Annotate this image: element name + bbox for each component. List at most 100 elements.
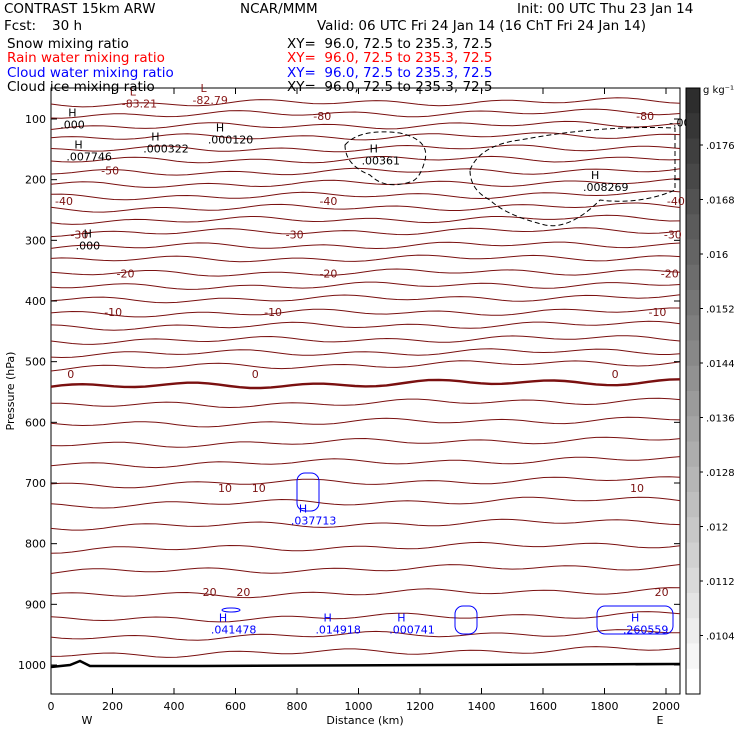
isotherm-line xyxy=(50,335,681,345)
extremum-value: .000741 xyxy=(389,624,435,637)
isotherm-line xyxy=(50,360,681,372)
colorbar-label: .0136 xyxy=(706,414,735,425)
colorbar-swatch xyxy=(686,214,700,240)
contour-value-label: -20 xyxy=(661,268,679,281)
y-tick-label: 1000 xyxy=(18,659,46,672)
extremum-kind: H xyxy=(323,612,331,625)
colorbar-label: .012 xyxy=(706,523,728,534)
contour-value-label: -50 xyxy=(101,165,119,178)
colorbar-unit: g kg⁻¹ xyxy=(703,85,734,96)
extremum-kind: L xyxy=(130,86,137,99)
isotherm-line xyxy=(50,518,681,531)
field-name-snow: Snow mixing ratio xyxy=(7,36,129,52)
colorbar-swatch xyxy=(686,466,700,493)
y-tick-label: 900 xyxy=(25,598,46,611)
x-axis: 0 200 400 600 800 1000 1200 1400 1600 1800 2000 xyxy=(48,88,680,713)
isotherm-line xyxy=(50,476,681,489)
y-tick-label: 200 xyxy=(25,174,46,187)
colorbar-swatch xyxy=(686,567,700,594)
extremum-value: -82.79 xyxy=(192,94,227,107)
extremum-value: .000 xyxy=(60,118,85,131)
y-tick-label: 500 xyxy=(25,356,46,369)
field-xy-rain: XY= 96.0, 72.5 to 235.3, 72.5 xyxy=(287,50,493,66)
isotherm-line xyxy=(50,416,681,428)
x-tick-label: 1000 xyxy=(345,700,373,713)
contour-value-label: -10 xyxy=(648,306,666,319)
extremum-kind: H xyxy=(299,502,307,515)
valid-time: Valid: 06 UTC Fri 24 Jan 14 (16 ChT Fri … xyxy=(317,18,646,34)
extremum-value: .041478 xyxy=(211,624,257,637)
fcst-value: 30 h xyxy=(52,18,83,34)
contour-value-label: -10 xyxy=(104,306,122,319)
isotherm-line xyxy=(50,496,681,509)
colorbar-label: .0152 xyxy=(706,305,735,316)
extremum-kind: L xyxy=(200,82,207,95)
cloud-water-outline xyxy=(454,605,478,635)
colorbar-swatch xyxy=(686,618,700,644)
isotherm-line xyxy=(50,178,681,188)
model-title: CONTRAST 15km ARW xyxy=(4,1,156,17)
contour-value-label: -20 xyxy=(319,268,337,281)
x-tick-label: 1200 xyxy=(406,700,434,713)
isotherm-line xyxy=(50,120,681,130)
contour-value-label: -80 xyxy=(636,110,654,123)
contour-value-label: -20 xyxy=(117,268,135,281)
x-tick-label: 1400 xyxy=(468,700,496,713)
isotherm-line xyxy=(50,646,681,658)
y-tick-label: 800 xyxy=(25,538,46,551)
isotherm-line xyxy=(50,307,680,318)
isotherm-line xyxy=(50,241,681,250)
isotherm-line xyxy=(50,456,681,469)
colorbar-label: .0104 xyxy=(706,632,735,643)
isotherm-line xyxy=(50,564,681,574)
extremum-kind: H xyxy=(74,138,82,151)
colorbar-swatch xyxy=(686,643,700,670)
colorbar-swatch xyxy=(686,290,700,316)
extremum-kind: H xyxy=(68,106,76,119)
field-name-cloudwater: Cloud water mixing ratio xyxy=(7,65,174,81)
extremum-value: .008269 xyxy=(583,181,629,194)
extremum-value: .000120 xyxy=(208,133,254,146)
contour-value-label: -30 xyxy=(664,228,682,241)
contour-value-label: 20 xyxy=(236,586,250,599)
surface-line xyxy=(50,659,681,669)
cloud-ice-outline xyxy=(469,127,676,227)
colorbar-swatch xyxy=(686,365,700,392)
isotherm-line xyxy=(50,348,681,359)
colorbar-swatch xyxy=(686,593,700,619)
colorbar-swatch xyxy=(686,441,700,468)
contour-value-label: 0 xyxy=(252,368,259,381)
x-tick-label: 400 xyxy=(164,700,185,713)
contour-value-label: -30 xyxy=(70,228,88,241)
extremum-value: .000322 xyxy=(143,143,189,156)
colorbar-frame xyxy=(685,87,701,695)
isotherm-line xyxy=(50,268,681,277)
extremum-kind: H xyxy=(397,612,405,625)
contour-value-label: -40 xyxy=(319,195,337,208)
field-name-cloudice: Cloud ice mixing ratio xyxy=(7,79,155,95)
colorbar-swatch xyxy=(686,340,700,367)
isotherm-line xyxy=(50,254,681,263)
contour-layer: -80 -80 -50 -40 -40 -40 -30 -30 -30 -20 -20 -20 -10 -… xyxy=(50,97,685,669)
x-tick-label: 2000 xyxy=(652,700,680,713)
colorbar-swatch xyxy=(686,138,700,165)
colorbar-swatch xyxy=(686,189,700,215)
contour-value-label: -40 xyxy=(55,195,73,208)
colorbar-label: .0112 xyxy=(706,577,735,588)
isotherm-line xyxy=(50,155,681,164)
x-tick-label: 1600 xyxy=(529,700,557,713)
isotherm-line xyxy=(50,214,681,225)
colorbar-swatch xyxy=(686,492,700,518)
extremum-kind: H xyxy=(370,143,378,156)
colorbar-label: .016 xyxy=(706,250,728,261)
colorbar-swatch xyxy=(686,542,700,569)
colorbar-swatch xyxy=(686,668,700,695)
contour-value-label: 20 xyxy=(655,586,669,599)
extremum-value: .260559 xyxy=(623,624,669,637)
field-xy-cloudice: XY= 96.0, 72.5 to 235.3, 72.5 xyxy=(287,79,493,95)
colorbar-swatch xyxy=(686,315,700,341)
x-tick-label: 800 xyxy=(287,700,308,713)
isotherm-line xyxy=(50,281,681,290)
